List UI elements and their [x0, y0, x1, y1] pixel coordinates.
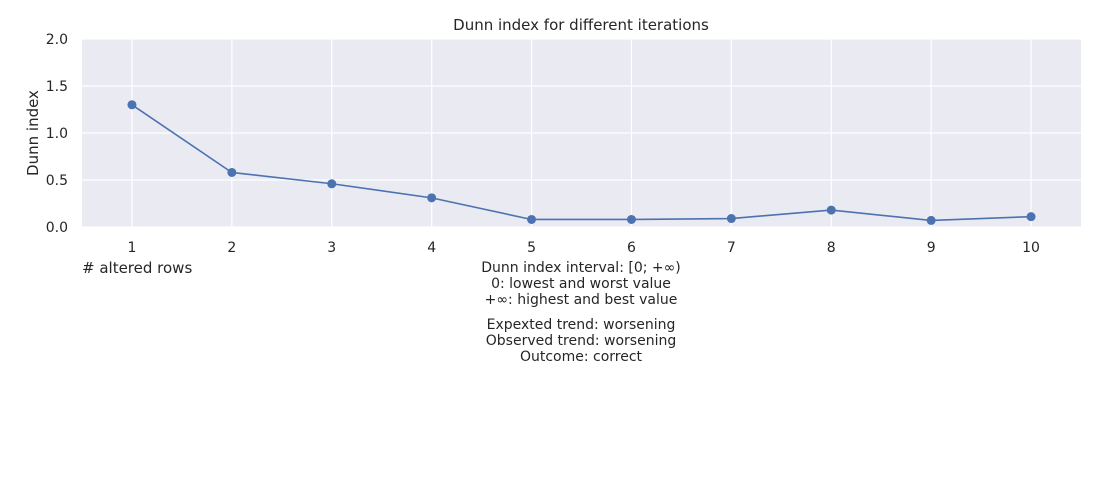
x-tick-label: 1 — [127, 240, 136, 256]
data-point — [427, 193, 437, 203]
y-tick-label: 0.5 — [46, 173, 68, 189]
x-tick-label: 5 — [527, 240, 536, 256]
trend-note-line-1: Expexted trend: worsening — [487, 317, 676, 333]
x-tick-label: 9 — [927, 240, 936, 256]
y-gridlines — [82, 38, 1081, 228]
y-tick-label: 1.0 — [46, 126, 68, 142]
data-point — [626, 214, 636, 224]
x-axis-label: # altered rows — [82, 259, 192, 277]
trend-note-line-2: Observed trend: worsening — [486, 333, 676, 349]
data-point — [127, 100, 137, 110]
series-line — [131, 104, 1032, 222]
y-tick-label: 0.0 — [46, 220, 68, 236]
chart-title: Dunn index for different iterations — [453, 16, 709, 34]
data-point — [327, 179, 337, 189]
x-tick-label: 4 — [427, 240, 436, 256]
y-tick-label: 2.0 — [46, 32, 68, 48]
data-point — [726, 214, 736, 224]
x-tick-label: 10 — [1022, 240, 1040, 256]
y-tick-label: 1.5 — [46, 79, 68, 95]
x-tick-label: 6 — [627, 240, 636, 256]
data-point — [826, 205, 836, 215]
data-point — [926, 215, 936, 225]
x-tick-label: 2 — [227, 240, 236, 256]
interval-note-line-3: +∞: highest and best value — [485, 292, 678, 308]
y-axis-label: Dunn index — [24, 90, 42, 176]
data-point — [1026, 212, 1036, 222]
x-tick-label: 8 — [827, 240, 836, 256]
data-point — [227, 167, 237, 177]
x-tick-labels: 1 2 3 4 5 6 7 8 9 10 — [127, 240, 1039, 256]
x-tick-label: 3 — [327, 240, 336, 256]
series — [127, 100, 1036, 225]
interval-note-line-1: Dunn index interval: [0; +∞) — [481, 260, 681, 276]
data-point — [527, 214, 537, 224]
x-tick-label: 7 — [727, 240, 736, 256]
trend-note-line-3: Outcome: correct — [520, 349, 643, 365]
interval-note-line-2: 0: lowest and worst value — [491, 276, 671, 292]
y-tick-labels: 0.0 0.5 1.0 1.5 2.0 — [46, 32, 68, 236]
